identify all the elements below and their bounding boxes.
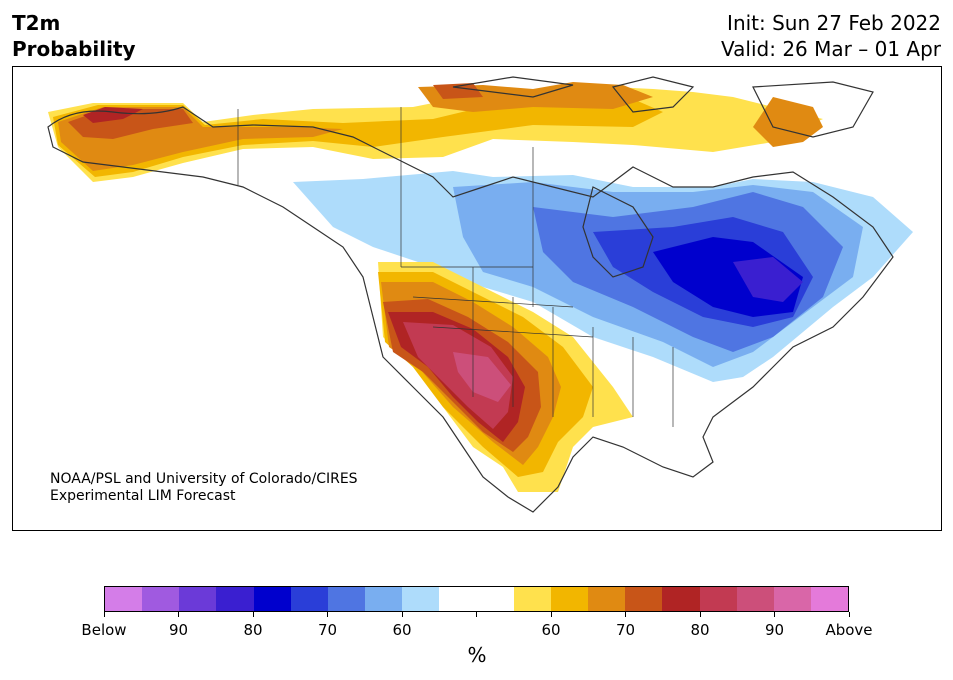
valid-range: Valid: 26 Mar – 01 Apr [721, 37, 941, 61]
colorbar-tick-label: 80 [690, 621, 710, 639]
colorbar-tick [103, 612, 105, 617]
colorbar-segment [290, 587, 328, 611]
colorbar-tick [774, 612, 775, 617]
colorbar-tick [178, 612, 179, 617]
colorbar [104, 586, 849, 612]
state-borders [237, 107, 674, 427]
colorbar-tick [848, 612, 850, 617]
colorbar-tick-label: 60 [541, 621, 561, 639]
title-quantity: Probability [12, 37, 136, 61]
colorbar-segment [662, 587, 700, 611]
colorbar-tick [327, 612, 328, 617]
colorbar-segment [439, 587, 477, 611]
colorbar-segment [216, 587, 254, 611]
colorbar-tick-label: 90 [764, 621, 785, 639]
colorbar-segment [810, 587, 849, 611]
colorbar-segment [253, 587, 291, 611]
colorbar-segment [699, 587, 737, 611]
colorbar-segment [142, 587, 180, 611]
colorbar-segment [773, 587, 811, 611]
colorbar-tick-label: 80 [243, 621, 263, 639]
colorbar-segment [736, 587, 774, 611]
colorbar-segment [402, 587, 440, 611]
title-variable: T2m [12, 11, 61, 35]
colorbar-segment [476, 587, 514, 611]
colorbar-segment [327, 587, 366, 611]
probability-map [47, 76, 913, 513]
coastlines [47, 76, 894, 513]
cold-region-peak [733, 257, 803, 302]
colorbar-segment [179, 587, 217, 611]
map-panel: NOAA/PSL and University of Colorado/CIRE… [12, 66, 942, 531]
colorbar-segment [588, 587, 626, 611]
warm-region-greenland [753, 97, 823, 147]
colorbar-tick-label: 90 [168, 621, 189, 639]
colorbar-tick [625, 612, 626, 617]
colorbar-tick [401, 612, 403, 617]
warm-region-southwest-peak [403, 322, 513, 429]
credit-line-1: NOAA/PSL and University of Colorado/CIRE… [50, 471, 358, 487]
colorbar-tick [252, 612, 254, 617]
colorbar-segment [513, 587, 551, 611]
colorbar-segment [365, 587, 403, 611]
colorbar-tick-label: 70 [615, 621, 636, 639]
colorbar-tick-label: Above [825, 621, 873, 639]
colorbar-segment [625, 587, 663, 611]
colorbar-tick [550, 612, 552, 617]
warm-region-arctic-core [433, 83, 483, 99]
credit-line-2: Experimental LIM Forecast [50, 488, 236, 504]
colorbar-tick-label: 70 [317, 621, 338, 639]
colorbar-tick [476, 612, 477, 617]
map-title: T2m Probability [12, 10, 136, 62]
init-date: Init: Sun 27 Feb 2022 [727, 11, 941, 35]
colorbar-tick [699, 612, 701, 617]
colorbar-unit-label: % [467, 643, 487, 667]
warm-region-southwest-max [453, 352, 511, 402]
credit-text: NOAA/PSL and University of Colorado/CIRE… [50, 471, 358, 505]
colorbar-tick-label: Below [81, 621, 127, 639]
colorbar-tick-label: 60 [392, 621, 412, 639]
colorbar-segment [105, 587, 143, 611]
colorbar-segment [550, 587, 589, 611]
forecast-info: Init: Sun 27 Feb 2022 Valid: 26 Mar – 01… [721, 10, 941, 62]
warm-region-alaska-70 [53, 99, 663, 177]
